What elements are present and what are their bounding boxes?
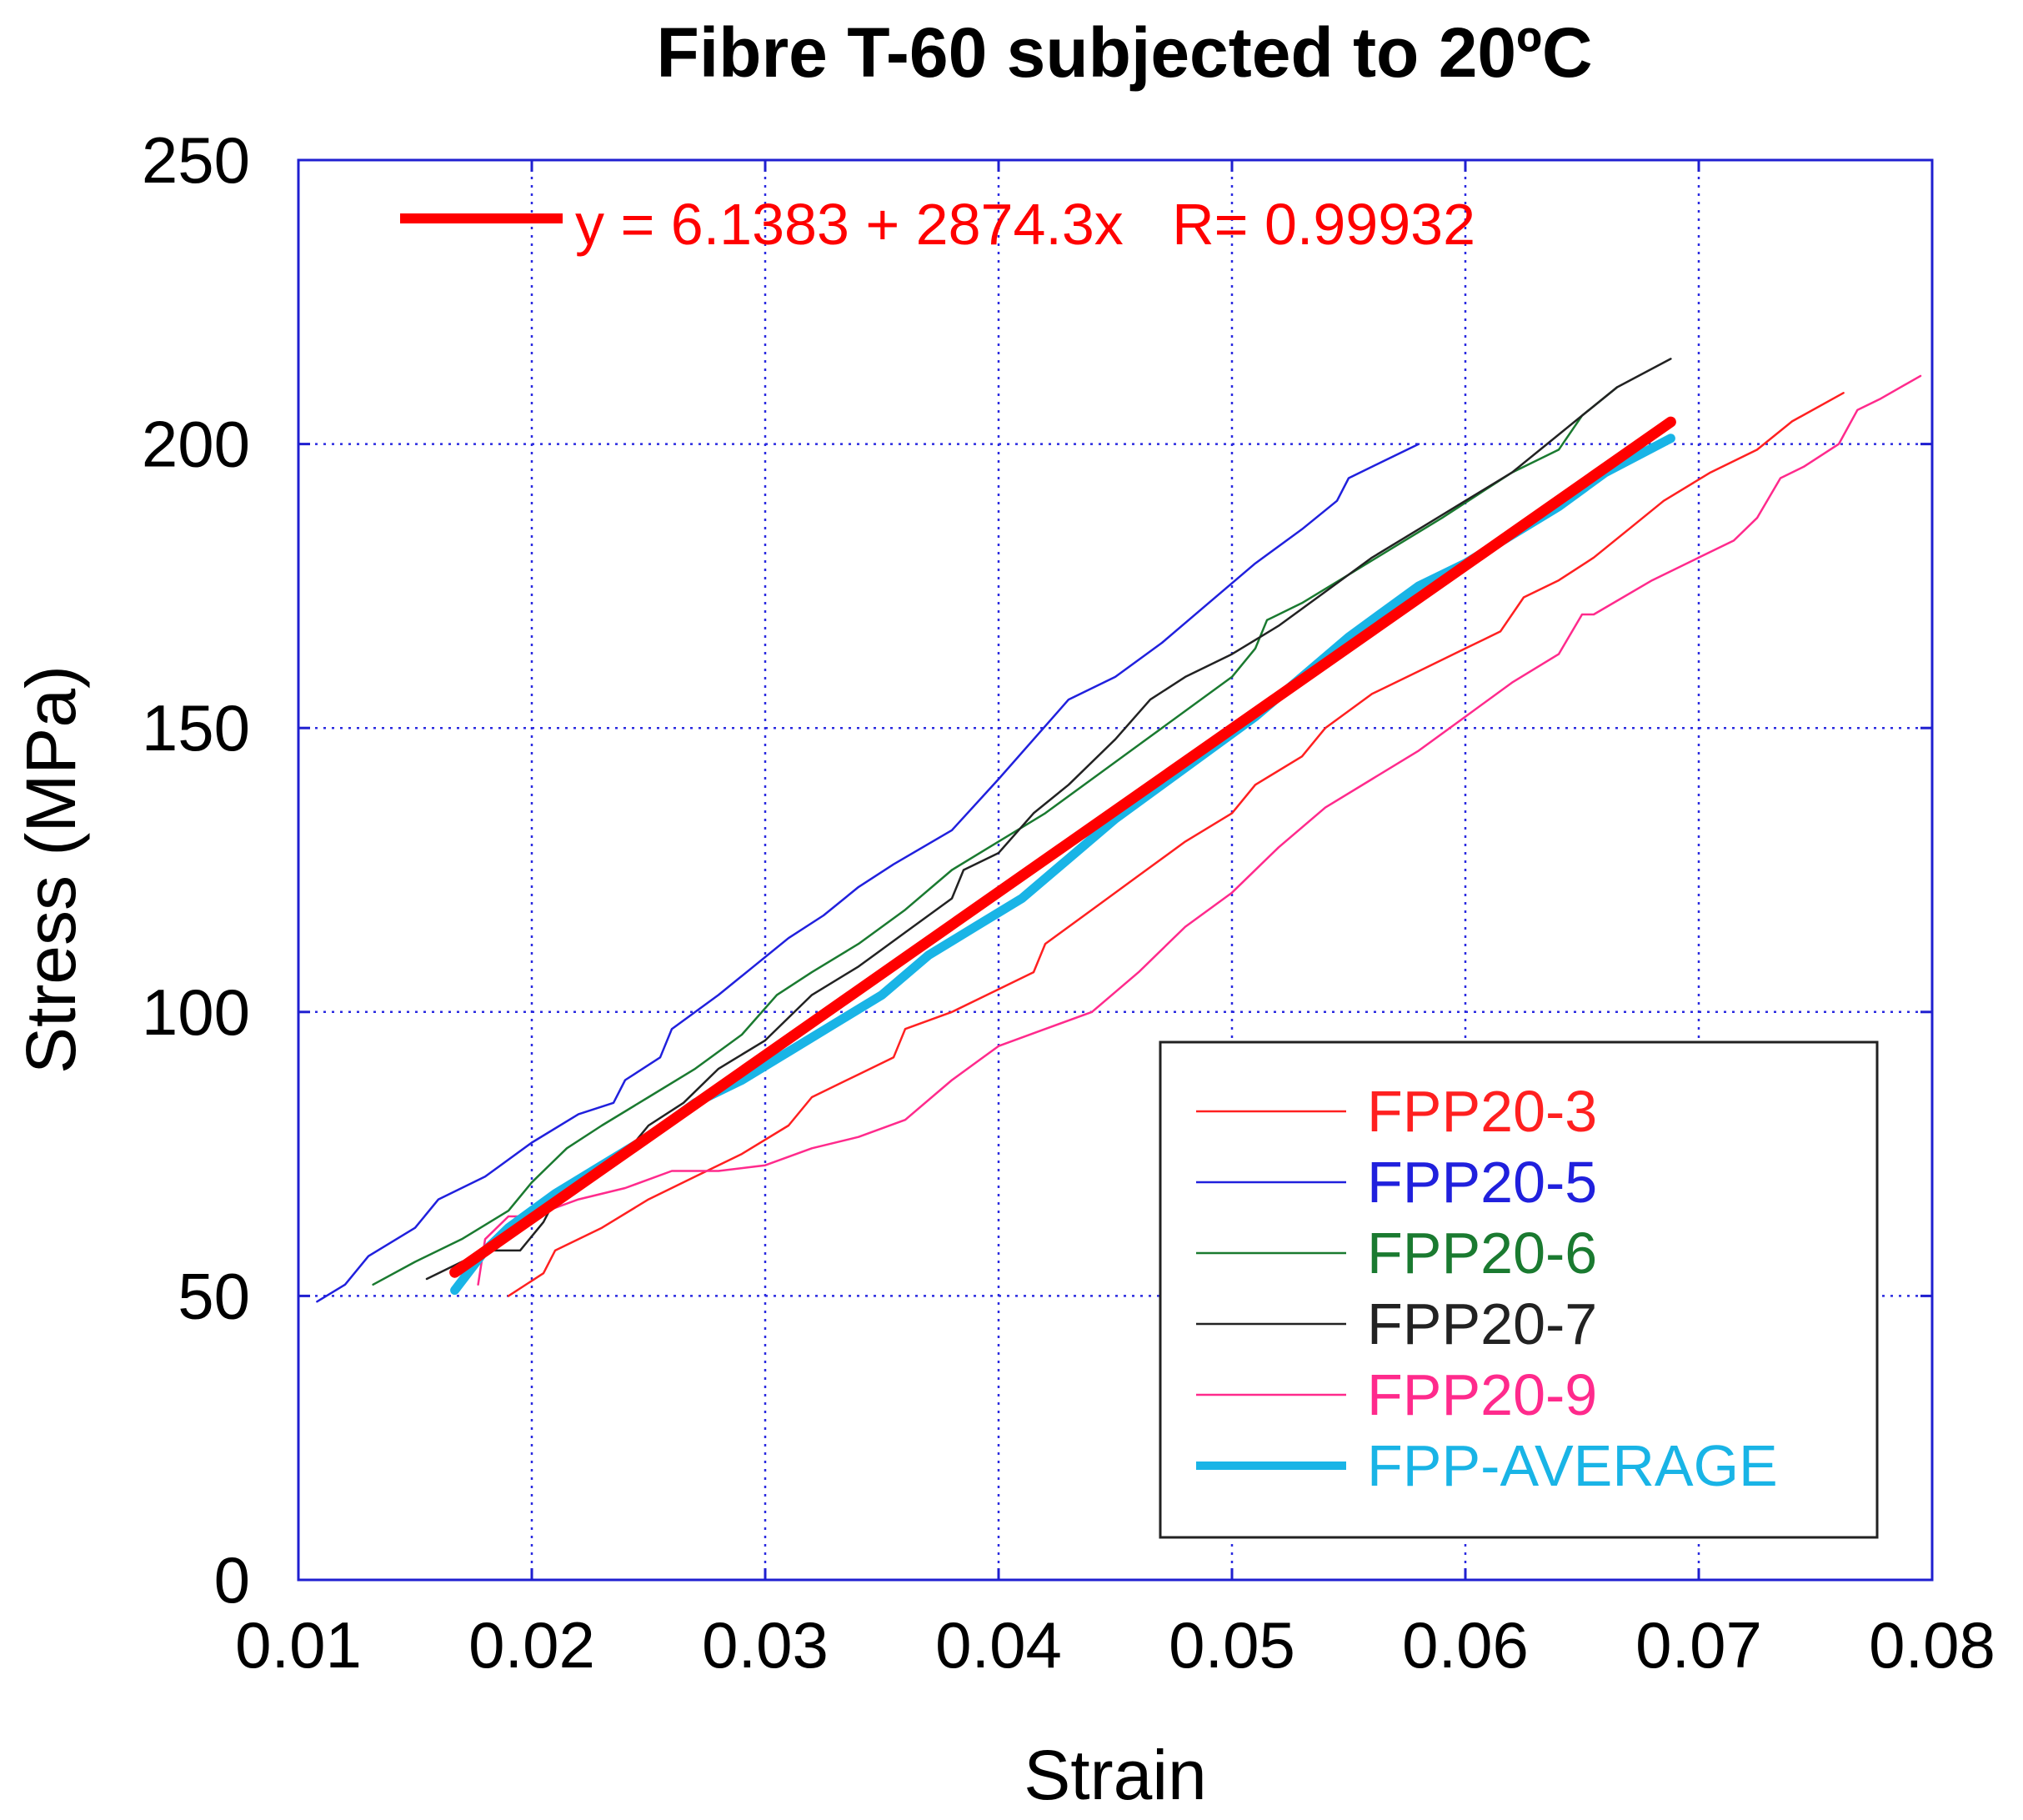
y-tick-label: 250 (142, 123, 250, 197)
legend-entries: FPP20-3FPP20-5FPP20-6FPP20-7FPP20-9FPP-A… (1196, 1079, 1778, 1498)
legend-label-fpp20-7: FPP20-7 (1367, 1291, 1597, 1356)
x-tick-label: 0.05 (1169, 1608, 1295, 1682)
y-axis-label: Stress (MPa) (12, 665, 90, 1074)
legend-label-fpp20-5: FPP20-5 (1367, 1150, 1597, 1215)
x-tick-label: 0.01 (235, 1608, 362, 1682)
legend-label-fpp-average: FPP-AVERAGE (1367, 1433, 1778, 1498)
x-tick-label: 0.06 (1402, 1608, 1529, 1682)
x-axis-label: Strain (1024, 1736, 1206, 1814)
x-tick-label: 0.08 (1869, 1608, 1995, 1682)
axis-ticks: 0.01 0.02 0.03 0.04 0.05 0.06 0.07 0.08 0 50 100 15… (142, 123, 1995, 1682)
series-line-fpp20-5 (316, 443, 1420, 1303)
y-tick-label: 0 (214, 1543, 250, 1617)
legend-label-fpp20-3: FPP20-3 (1367, 1079, 1597, 1144)
y-tick-label: 200 (142, 408, 250, 481)
series-line-fpp20-9 (477, 374, 1922, 1286)
fit-equation-label: y = 6.1383 + 2874.3x R= 0.99932 (575, 192, 1475, 257)
fit-annotation: y = 6.1383 + 2874.3x R= 0.99932 (400, 192, 1475, 257)
y-tick-label: 50 (178, 1259, 250, 1332)
legend-box (1159, 1040, 1879, 1539)
gridlines (298, 160, 1932, 1580)
fit-line-group (449, 416, 1676, 1278)
x-tick-label: 0.03 (702, 1608, 829, 1682)
fit-line (449, 416, 1676, 1278)
chart-title: Fibre T-60 subjected to 20ºC (657, 13, 1593, 92)
y-tick-label: 150 (142, 691, 250, 765)
x-tick-label: 0.04 (935, 1608, 1062, 1682)
legend-label-fpp20-6: FPP20-6 (1367, 1221, 1597, 1286)
x-tick-label: 0.02 (468, 1608, 595, 1682)
legend-label-fpp20-9: FPP20-9 (1367, 1362, 1597, 1427)
legend: FPP20-3FPP20-5FPP20-6FPP20-7FPP20-9FPP-A… (1159, 1040, 1879, 1539)
y-tick-label: 100 (142, 975, 250, 1049)
series-line-fpp20-3 (507, 392, 1845, 1297)
x-tick-label: 0.07 (1635, 1608, 1762, 1682)
plot-area-border (297, 158, 1934, 1582)
